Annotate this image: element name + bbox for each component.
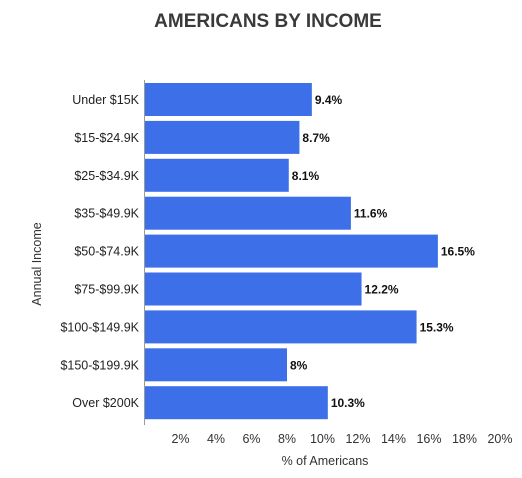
category-label-3: $35-$49.9K <box>74 207 139 221</box>
value-label-1: 8.7% <box>302 131 330 145</box>
value-label-6: 15.3% <box>420 320 454 334</box>
bar-1 <box>145 120 300 154</box>
bar-2 <box>145 158 289 192</box>
value-label-8: 10.3% <box>331 396 365 410</box>
x-tick-1: 4% <box>207 432 225 446</box>
bar-3 <box>145 196 351 230</box>
bar-5 <box>145 272 362 306</box>
x-tick-3: 8% <box>278 432 296 446</box>
chart-title: AMERICANS BY INCOME <box>154 11 382 32</box>
category-label-5: $75-$99.9K <box>74 283 139 297</box>
x-tick-4: 10% <box>310 432 335 446</box>
category-label-8: Over $200K <box>72 396 139 410</box>
bar-7 <box>145 348 287 382</box>
value-label-2: 8.1% <box>292 169 320 183</box>
category-label-1: $15-$24.9K <box>74 131 139 145</box>
bar-0 <box>145 83 312 116</box>
x-axis-label: % of Americans <box>282 454 369 468</box>
value-label-0: 9.4% <box>315 93 343 107</box>
category-label-7: $150-$199.9K <box>60 358 139 372</box>
x-ticks-group: 2% 4% 6% 8% 10% 12% 14% 16% 18% 20% <box>171 432 512 446</box>
x-tick-7: 16% <box>416 432 441 446</box>
category-label-4: $50-$74.9K <box>74 245 139 259</box>
bar-6 <box>145 310 417 344</box>
category-label-0: Under $15K <box>72 93 139 107</box>
x-tick-9: 20% <box>487 432 512 446</box>
x-tick-2: 6% <box>242 432 260 446</box>
bar-4 <box>145 234 438 268</box>
x-tick-0: 2% <box>171 432 189 446</box>
bar-8 <box>145 386 328 420</box>
value-label-4: 16.5% <box>441 245 475 259</box>
category-label-6: $100-$149.9K <box>60 320 139 334</box>
bars-group: Under $15K 9.4% $15-$24.9K 8.7% $25-$34.9K 8.… <box>60 83 475 420</box>
value-label-5: 12.2% <box>365 283 399 297</box>
value-label-3: 11.6% <box>354 207 388 221</box>
category-label-2: $25-$34.9K <box>74 169 139 183</box>
value-label-7: 8% <box>290 358 308 372</box>
x-tick-8: 18% <box>452 432 477 446</box>
x-tick-5: 12% <box>345 432 370 446</box>
x-tick-6: 14% <box>381 432 406 446</box>
y-axis-label: Annual Income <box>30 222 44 305</box>
